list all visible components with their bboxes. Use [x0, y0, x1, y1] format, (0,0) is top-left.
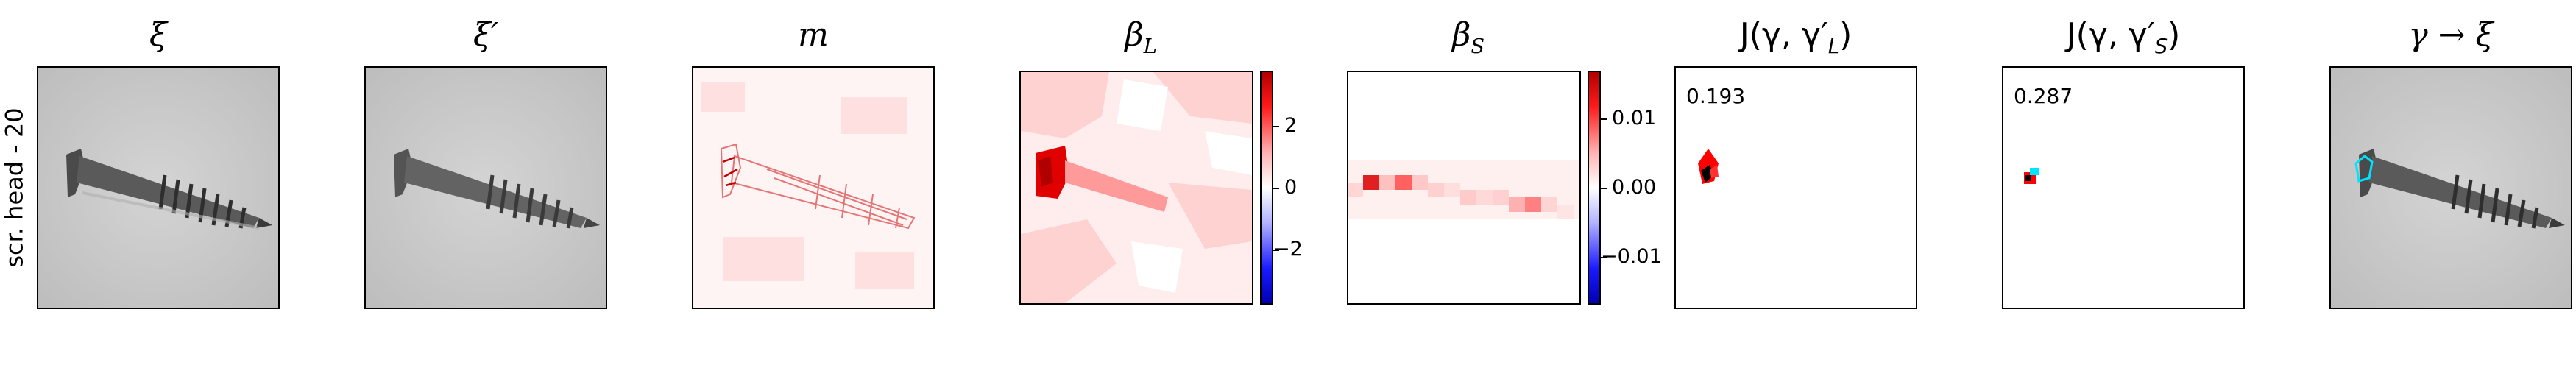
beta-L-hotspot: [1036, 146, 1168, 212]
colorbar-L-tick: 0: [1284, 176, 1298, 199]
highlight-contour: [2354, 155, 2374, 183]
heatmap-beta-L-svg: [1021, 72, 1252, 303]
tick-mark: [1601, 118, 1607, 120]
title-m: m: [798, 16, 829, 54]
heatmap-beta-S: [1347, 71, 1581, 305]
tick-mark: [1273, 188, 1279, 189]
score-J-S: 0.287: [2014, 84, 2073, 108]
plot-J-L: 0.193: [1674, 66, 1917, 309]
colorbar-beta-L: [1260, 71, 1273, 305]
plot-J-S: 0.287: [2002, 66, 2245, 309]
heatmap-beta-L: [1019, 71, 1253, 305]
colorbar-S-tick: −0.01: [1601, 245, 1662, 268]
colorbar-L-tick: 2: [1284, 114, 1298, 137]
image-xi-prime: [364, 66, 607, 309]
score-J-L: 0.193: [1686, 84, 1746, 108]
image-m: [692, 66, 935, 309]
colorbar-S-tick: 0.01: [1612, 107, 1657, 130]
title-xi: ξ: [149, 16, 168, 54]
title-J-S: J(γ, γ′S): [2066, 16, 2181, 58]
screw-image-xi-prime: [366, 68, 606, 308]
overlap-J-S: [2024, 168, 2039, 184]
screw-shape-blurred: [394, 149, 600, 229]
image-gamma-to-xi: [2329, 66, 2572, 309]
colorbar-S-tick: 0.00: [1612, 176, 1657, 199]
title-beta-S: βS: [1451, 16, 1485, 58]
title-J-L: J(γ, γ′L): [1739, 16, 1853, 58]
screw-image-xi: [38, 68, 278, 308]
beta-S-cells: [1348, 175, 1574, 219]
title-xi-prime: ξ′: [473, 16, 499, 54]
overlap-J-L: [1698, 149, 1719, 184]
image-xi: [37, 66, 280, 309]
row-label: scr. head - 20: [1, 107, 29, 268]
tick-mark: [1273, 126, 1279, 127]
screw-image-overlay: [2331, 68, 2571, 308]
tick-mark: [1601, 188, 1607, 189]
tick-mark: [1601, 257, 1607, 258]
title-beta-L: βL: [1125, 16, 1157, 58]
tick-mark: [1273, 250, 1279, 251]
mask-outline: [720, 143, 916, 230]
colorbar-L-tick: −2: [1273, 238, 1303, 261]
heatmap-beta-S-svg: [1348, 72, 1579, 303]
title-gamma-to-xi: γ → ξ: [2408, 16, 2494, 54]
colorbar-beta-S: [1588, 71, 1601, 305]
mask-image-m: [693, 68, 933, 308]
screw-shape: [66, 149, 272, 230]
